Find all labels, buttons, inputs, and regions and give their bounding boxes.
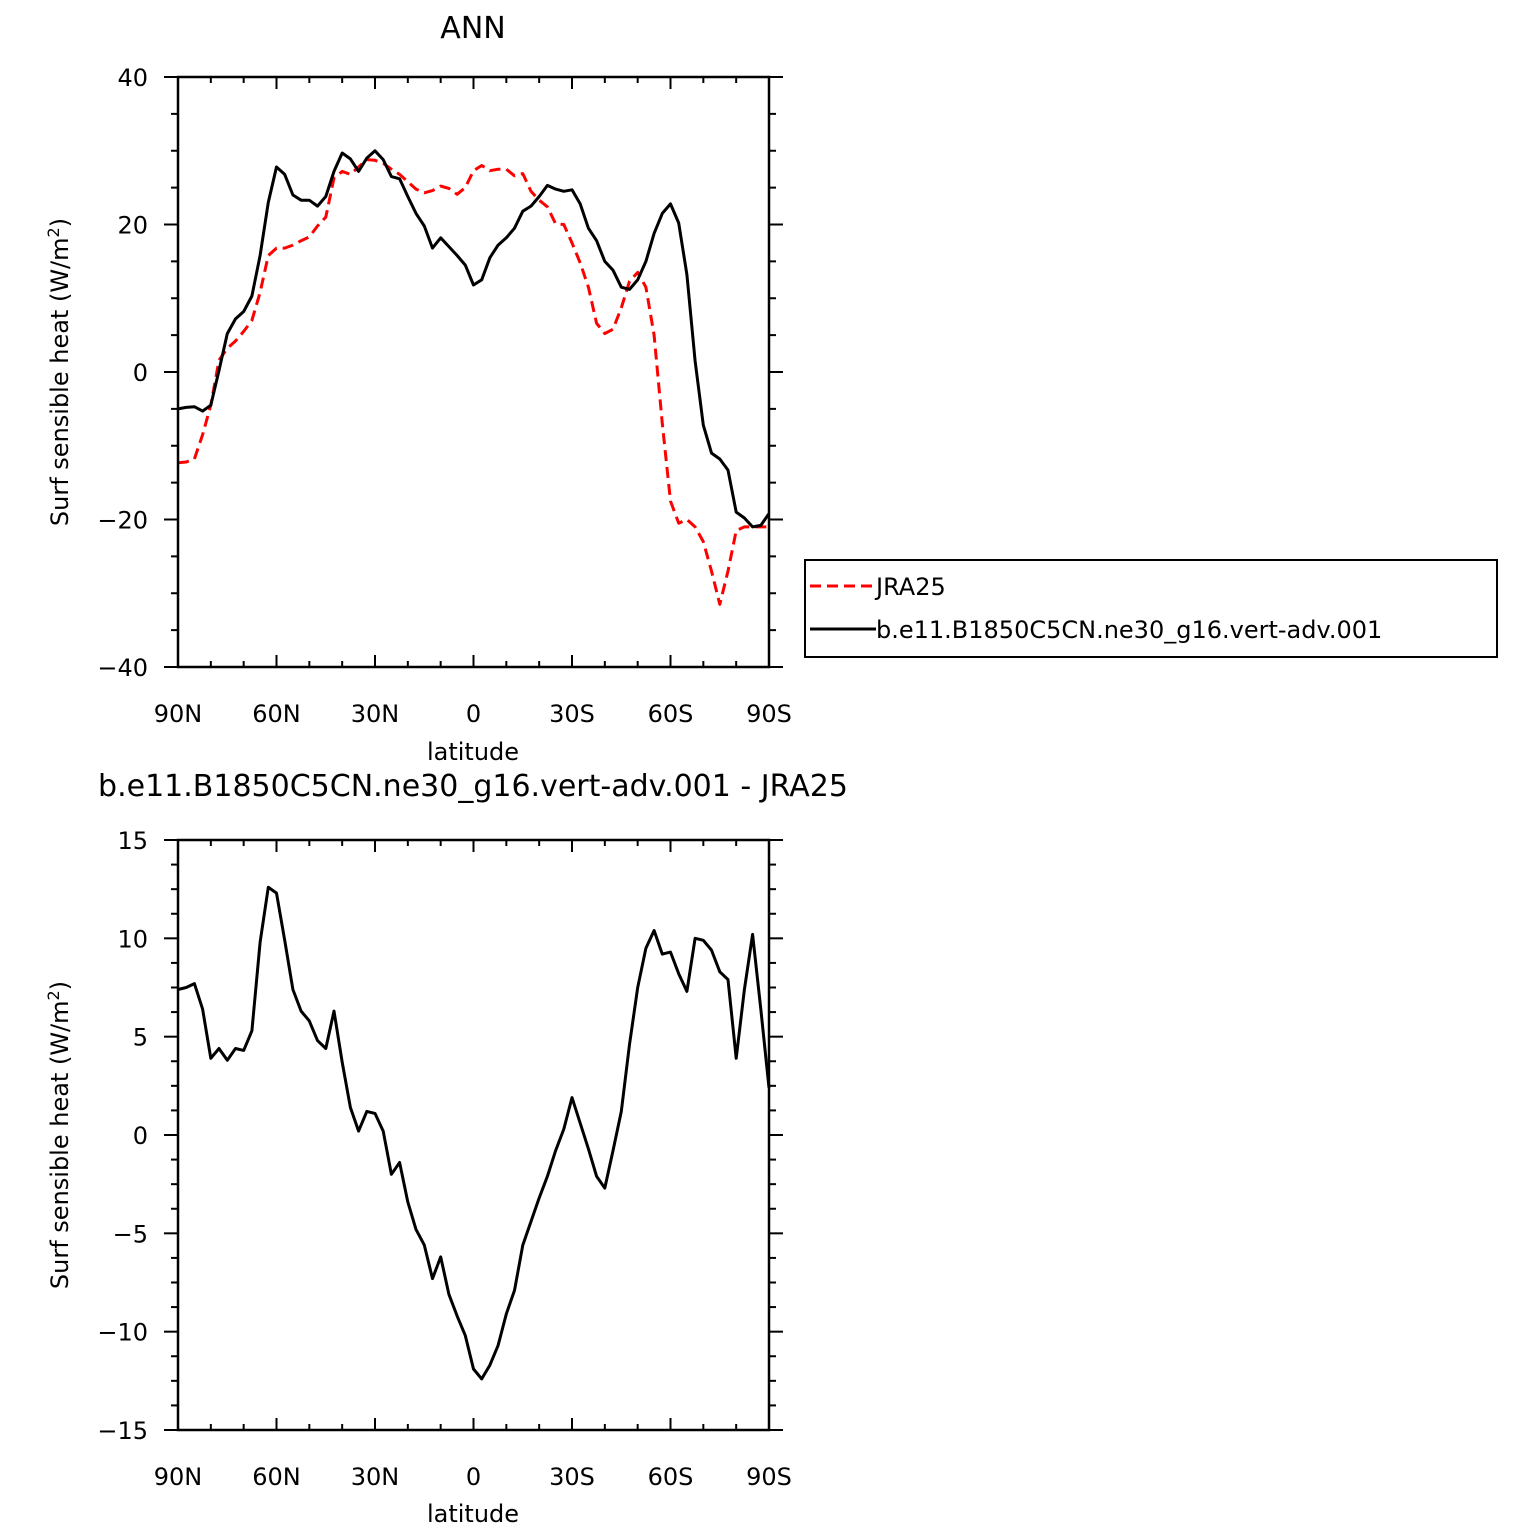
y-tick-label: 20: [117, 212, 148, 240]
panel-title: ANN: [440, 11, 505, 46]
axis-ticks: 90N 60N 30N 0 30S 60S 90S −40 −20 0 20 40: [97, 64, 792, 728]
legend-box: [804, 559, 1498, 658]
series-line-difference: [177, 885, 771, 1381]
panel-difference: b.e11.B1850C5CN.ne30_g16.vert-adv.001 - …: [44, 769, 848, 1528]
series-lines: [177, 149, 771, 606]
legend: JRA25 b.e11.B1850C5CN.ne30_g16.vert-adv.…: [804, 559, 1498, 658]
plot-frame: [176, 838, 771, 1432]
x-tick-label: 90N: [154, 1463, 203, 1491]
x-tick-label: 30N: [351, 700, 400, 728]
y-tick-label: 0: [133, 359, 148, 387]
y-tick-label: 40: [117, 64, 148, 92]
y-tick-label: 15: [117, 827, 148, 855]
panel-annual-mean: ANN Surf sensible heat (W/m2) latitude 9…: [44, 11, 792, 766]
x-tick-label: 0: [466, 700, 481, 728]
y-tick-label: 0: [133, 1122, 148, 1150]
x-tick-label: 60N: [252, 1463, 301, 1491]
y-tick-label: −40: [97, 654, 148, 682]
y-axis-title-text: Surf sensible heat (W/m2): [44, 218, 74, 526]
y-tick-label: −20: [97, 507, 148, 535]
x-tick-label: 60S: [648, 1463, 694, 1491]
legend-label-model: b.e11.B1850C5CN.ne30_g16.vert-adv.001: [876, 616, 1382, 644]
series-line-jra25: [177, 158, 769, 606]
y-tick-label: −15: [97, 1417, 148, 1445]
x-tick-label: 90N: [154, 700, 203, 728]
axis-ticks: 90N 60N 30N 0 30S 60S 90S −15 −10 −5 0 5 10 15: [97, 827, 792, 1491]
y-axis-title-text: Surf sensible heat (W/m2): [44, 981, 74, 1289]
legend-label-jra25: JRA25: [874, 573, 946, 601]
x-axis-title: latitude: [427, 1500, 519, 1528]
y-tick-label: 10: [117, 925, 148, 953]
x-tick-label: 90S: [746, 700, 792, 728]
plot-frame: [176, 75, 771, 669]
y-tick-label: 5: [133, 1024, 148, 1052]
x-tick-label: 30N: [351, 1463, 400, 1491]
series-line-b-e11-b1850c5cn-ne30-g16-vert-adv-001: [177, 149, 771, 529]
x-tick-label: 0: [466, 1463, 481, 1491]
x-tick-label: 30S: [549, 700, 595, 728]
y-tick-label: −10: [97, 1319, 148, 1347]
x-tick-label: 60N: [252, 700, 301, 728]
x-tick-label: 30S: [549, 1463, 595, 1491]
series-lines: [177, 885, 771, 1381]
panel-title: b.e11.B1850C5CN.ne30_g16.vert-adv.001 - …: [98, 769, 848, 804]
x-axis-title: latitude: [427, 738, 519, 766]
x-tick-label: 90S: [746, 1463, 792, 1491]
y-tick-label: −5: [113, 1220, 148, 1248]
y-axis-title: Surf sensible heat (W/m2): [44, 218, 74, 526]
x-tick-label: 60S: [648, 700, 694, 728]
y-axis-title: Surf sensible heat (W/m2): [44, 981, 74, 1289]
